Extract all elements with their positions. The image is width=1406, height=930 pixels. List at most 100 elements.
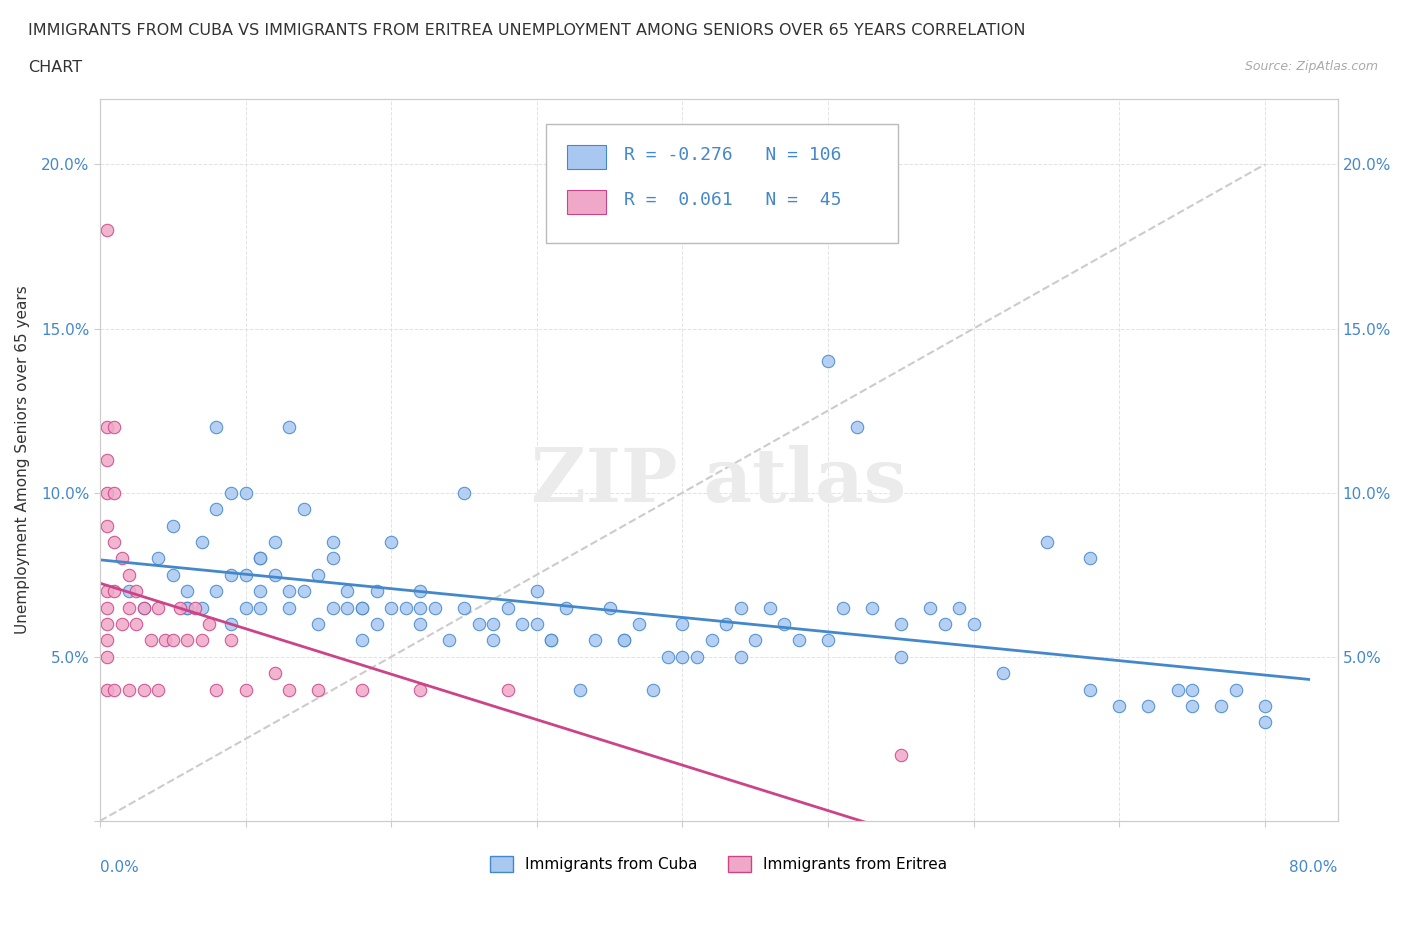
Point	[380, 535, 402, 550]
Point	[700, 633, 723, 648]
Text: IMMIGRANTS FROM CUBA VS IMMIGRANTS FROM ERITREA UNEMPLOYMENT AMONG SENIORS OVER : IMMIGRANTS FROM CUBA VS IMMIGRANTS FROM …	[28, 23, 1025, 38]
Point	[103, 485, 125, 500]
Point	[146, 683, 169, 698]
Point	[1137, 698, 1160, 713]
Text: Source: ZipAtlas.com: Source: ZipAtlas.com	[1244, 60, 1378, 73]
Point	[176, 584, 198, 599]
Point	[132, 683, 155, 698]
Point	[176, 633, 198, 648]
Point	[132, 600, 155, 615]
Point	[205, 584, 228, 599]
Point	[1108, 698, 1130, 713]
Point	[322, 551, 344, 565]
Point	[249, 551, 271, 565]
Point	[292, 501, 315, 516]
Point	[96, 649, 118, 664]
Point	[613, 633, 636, 648]
Text: CHART: CHART	[28, 60, 82, 75]
Point	[714, 617, 737, 631]
Y-axis label: Unemployment Among Seniors over 65 years: Unemployment Among Seniors over 65 years	[15, 286, 30, 634]
Point	[409, 600, 432, 615]
Point	[307, 683, 329, 698]
Point	[125, 584, 148, 599]
Point	[817, 633, 839, 648]
Point	[96, 584, 118, 599]
Point	[183, 600, 205, 615]
Point	[846, 419, 869, 434]
Point	[278, 584, 301, 599]
Point	[643, 683, 665, 698]
Point	[125, 617, 148, 631]
Point	[730, 600, 752, 615]
Point	[759, 600, 782, 615]
Point	[249, 584, 271, 599]
Point	[249, 551, 271, 565]
Point	[263, 535, 285, 550]
Point	[103, 584, 125, 599]
Point	[307, 617, 329, 631]
Point	[409, 584, 432, 599]
Point	[191, 600, 214, 615]
Point	[934, 617, 956, 631]
Point	[96, 683, 118, 698]
Point	[96, 633, 118, 648]
Point	[569, 683, 592, 698]
Text: 80.0%: 80.0%	[1289, 860, 1337, 875]
Point	[176, 600, 198, 615]
Point	[1035, 535, 1057, 550]
Point	[671, 617, 693, 631]
Point	[235, 567, 257, 582]
Point	[219, 633, 242, 648]
Point	[510, 617, 533, 631]
Point	[278, 419, 301, 434]
Point	[336, 600, 359, 615]
Point	[278, 600, 301, 615]
Point	[235, 485, 257, 500]
Point	[146, 600, 169, 615]
Point	[1167, 683, 1189, 698]
Point	[292, 584, 315, 599]
Point	[496, 683, 519, 698]
Point	[103, 419, 125, 434]
Point	[96, 452, 118, 467]
Point	[890, 617, 912, 631]
Point	[118, 567, 141, 582]
Point	[482, 633, 505, 648]
Text: R =  0.061   N =  45: R = 0.061 N = 45	[623, 191, 841, 209]
Point	[118, 600, 141, 615]
Point	[860, 600, 883, 615]
Point	[146, 551, 169, 565]
Point	[118, 584, 141, 599]
Point	[219, 567, 242, 582]
Point	[350, 600, 373, 615]
Point	[890, 748, 912, 763]
Point	[453, 600, 475, 615]
Point	[453, 485, 475, 500]
Point	[657, 649, 679, 664]
Point	[555, 600, 578, 615]
Point	[540, 633, 562, 648]
Point	[744, 633, 766, 648]
Point	[219, 617, 242, 631]
Point	[583, 633, 606, 648]
Point	[249, 600, 271, 615]
Point	[96, 518, 118, 533]
Point	[409, 683, 432, 698]
Point	[162, 633, 184, 648]
Point	[1211, 698, 1233, 713]
Point	[439, 633, 461, 648]
Point	[103, 535, 125, 550]
Point	[817, 354, 839, 369]
Point	[350, 633, 373, 648]
Point	[235, 600, 257, 615]
Point	[395, 600, 418, 615]
Point	[322, 535, 344, 550]
Point	[482, 617, 505, 631]
Point	[540, 633, 562, 648]
Text: ZIP atlas: ZIP atlas	[531, 445, 907, 518]
Point	[526, 584, 548, 599]
Point	[132, 600, 155, 615]
Point	[613, 633, 636, 648]
Point	[671, 649, 693, 664]
Point	[176, 600, 198, 615]
